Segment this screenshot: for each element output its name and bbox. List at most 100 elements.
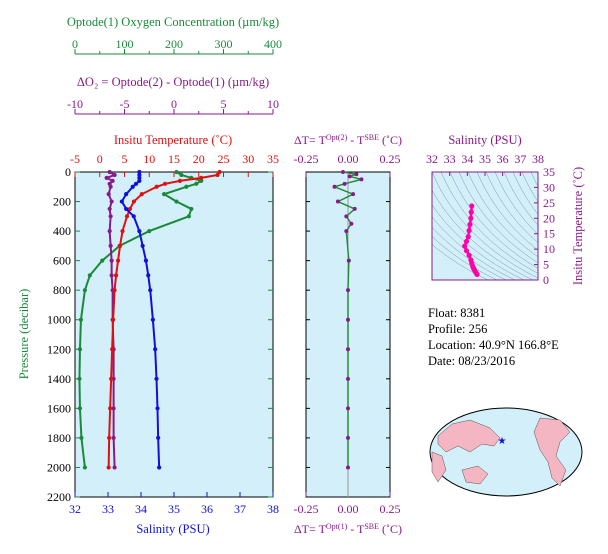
pressure-tick-label: 600 [53, 254, 71, 268]
delta_o2-point [106, 192, 111, 197]
ts-x-tick-label: 34 [461, 152, 473, 166]
temperature-point [124, 214, 130, 219]
ts-y-tick-label: 30 [543, 180, 555, 194]
oxygen-point [77, 406, 83, 411]
temperature-point [131, 199, 137, 204]
ts-y-tick-label: 5 [543, 258, 549, 272]
delta-t-point [349, 221, 354, 226]
oxygen-axis: 0 100 200 300 400 [72, 37, 282, 55]
ts-contour [432, 204, 525, 280]
temperature-point [112, 288, 117, 293]
delta-t-point [344, 214, 349, 219]
ts-contour [440, 172, 538, 274]
temperature-tick-label: 35 [267, 152, 279, 166]
temperature-tick-label: 30 [242, 152, 254, 166]
salinity-point [131, 214, 136, 219]
salinity-point [119, 199, 124, 204]
delta-t-point [346, 406, 350, 411]
delta-o2-axis: -10 -5 0 5 10 [67, 97, 279, 115]
delta-t-point [346, 465, 350, 470]
info-location: Location: 40.9°N 166.8°E [428, 338, 559, 352]
delta-o2-axis-title: ΔO₂ = Optode(2) - Optode(1) (µm/kg) [77, 75, 269, 89]
oxygen-point [184, 184, 189, 189]
pressure-axis-title: Pressure (decibar) [17, 289, 31, 380]
delta-t-point [354, 172, 359, 177]
delta_o2-point [107, 206, 112, 212]
salinity-tick-label: 33 [102, 502, 114, 516]
ts-x-tick-label: 32 [426, 152, 438, 166]
salinity-axis: 32 33 34 35 36 37 38 [69, 492, 279, 516]
map-land-australia [461, 465, 489, 485]
ts-contour [432, 216, 516, 280]
ts-x-tick-label: 38 [532, 152, 544, 166]
delta-t-point [346, 435, 350, 440]
delta-t-point [352, 206, 357, 211]
salinity-point [148, 288, 153, 293]
salinity-point [137, 228, 142, 234]
oxygen-point [186, 214, 191, 219]
world-map: ★ [429, 407, 583, 497]
ts-point [467, 221, 473, 228]
salinity-point [133, 181, 139, 186]
delta_o2-tick-label: -5 [120, 97, 130, 111]
temperature-point [127, 206, 133, 212]
delta-t-point [342, 181, 347, 186]
ts-contour [432, 244, 489, 280]
salinity-tick-label: 32 [69, 502, 81, 516]
ts-temperature-title: Insitu Temperature (˚C) [571, 167, 585, 285]
ts-x-tick-label: 35 [479, 152, 491, 166]
temperature-tick-label: 5 [122, 152, 128, 166]
temperature-point [113, 273, 119, 278]
oxygen-point [147, 228, 152, 234]
delta-t-point [332, 184, 337, 189]
ts-y-tick-label: 10 [543, 242, 555, 256]
salinity-point [137, 175, 142, 181]
salinity-tick-label: 35 [168, 502, 180, 516]
ts-contour [432, 235, 498, 280]
temperature-point [177, 178, 183, 183]
main-plot-area [74, 171, 274, 498]
delta_o2-point [107, 169, 112, 175]
temperature-point [108, 406, 113, 411]
temperature-point [117, 243, 123, 248]
salinity-point [150, 317, 155, 322]
oxygen-point [82, 288, 87, 293]
delta-t-bottom-tick-label: 0.25 [380, 502, 401, 516]
temperature-point [111, 317, 116, 322]
ts-point [466, 228, 472, 234]
temperature-point [106, 465, 111, 470]
temperature-tick-label: 0 [97, 152, 103, 166]
ts-point [463, 248, 470, 254]
pressure-axis: 0 200 400 600 800 1000 1200 1400 1600 1800 2000 220… [47, 165, 273, 504]
delta_o2-point [108, 184, 113, 189]
ts-point [466, 252, 472, 258]
delta_o2-point [111, 435, 116, 441]
pressure-tick-label: 400 [53, 224, 71, 238]
salinity-point [130, 184, 135, 189]
ts-x-tick-label: 37 [514, 152, 526, 166]
temperature-tick-label: -5 [70, 152, 80, 166]
float-location-star-icon: ★ [498, 436, 507, 447]
ts-point [462, 243, 468, 249]
delta-t-bottom-tick-label: -0.25 [294, 502, 319, 516]
delta-t-series [332, 170, 364, 470]
ts-contour [458, 172, 538, 264]
ts-contour [449, 172, 538, 269]
temperature-point [154, 184, 159, 189]
oxygen-point [79, 435, 84, 441]
info-profile: Profile: 256 [428, 322, 487, 336]
info-date: Date: 08/23/2016 [428, 354, 515, 368]
delta_o2-point [112, 172, 117, 178]
delta-t-top-title: ΔT= TOpt(2) - TSBE (˚C) [294, 133, 402, 148]
pressure-tick-label: 1400 [47, 372, 71, 386]
delta-t-point [346, 288, 350, 293]
oxygen-point [162, 192, 167, 197]
temperature-point [115, 258, 121, 263]
temperature-point [109, 376, 114, 381]
delta_o2-point [111, 406, 116, 411]
ts-point [468, 257, 474, 263]
delta_o2-tick-label: -10 [67, 97, 83, 111]
delta-t-point [359, 177, 364, 182]
temperature-axis: -5 0 5 10 15 20 25 30 35 [70, 152, 279, 177]
ts-y-tick-label: 35 [543, 165, 555, 179]
